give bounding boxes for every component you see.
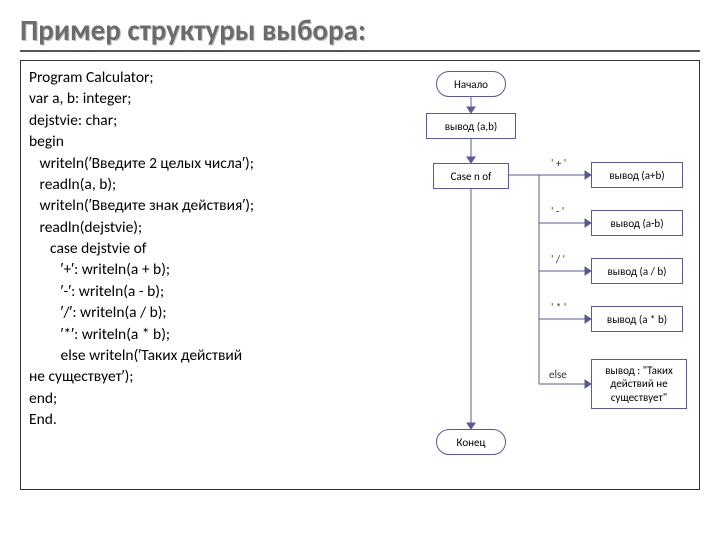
fc-out-minus: вывод (a-b) (591, 210, 683, 236)
fc-start: Начало (436, 71, 506, 97)
content-box: Program Calculator; var a, b: integer; d… (20, 60, 700, 490)
fc-out-else: вывод : "Таких действий не существует" (591, 359, 687, 409)
fc-case: Case n of (433, 163, 509, 189)
fc-label-plus: ' + ' (551, 157, 566, 170)
page-title: Пример структуры выбора: (20, 12, 700, 52)
fc-label-mul: ' * ' (551, 301, 566, 314)
fc-out-div: вывод (a / b) (591, 258, 683, 284)
fc-end: Конец (436, 429, 506, 455)
fc-out-mul: вывод (a * b) (591, 306, 683, 332)
fc-out-plus: вывод (a+b) (591, 162, 683, 188)
fc-input: вывод (a,b) (426, 113, 516, 139)
flowchart: Начало вывод (a,b) Case n of ' + ' вывод… (381, 71, 691, 461)
fc-label-div: ' / ' (551, 253, 565, 266)
fc-label-else: else (549, 368, 567, 381)
fc-label-minus: ' - ' (551, 205, 564, 218)
